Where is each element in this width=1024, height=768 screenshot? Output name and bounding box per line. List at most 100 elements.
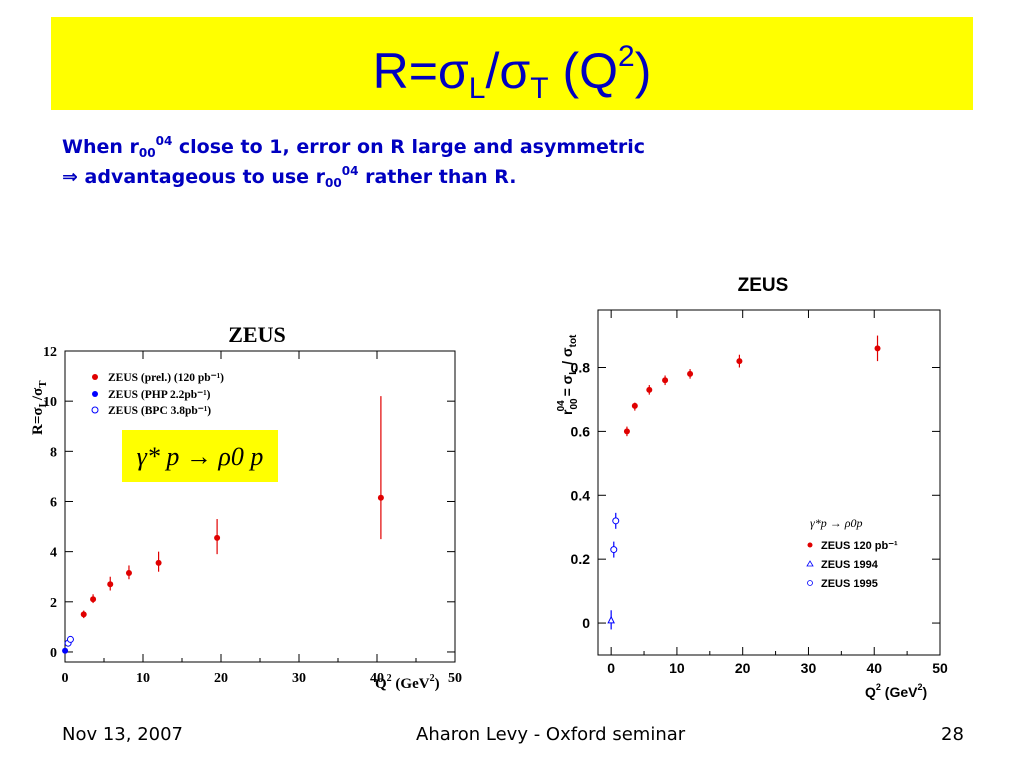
right-plot-frame [597, 309, 941, 656]
left-xlabel-close: ) [435, 676, 440, 692]
left-ytick-label: 6 [50, 495, 57, 510]
right-xtick-label: 50 [932, 660, 948, 676]
right-data-point-open [610, 546, 618, 554]
right-data-point [736, 358, 743, 365]
left-legend-marker-blue [92, 391, 98, 397]
left-chart-title: ZEUS [228, 322, 285, 347]
left-ytick-label: 0 [50, 646, 57, 661]
subtext-line-2: ⇒ advantageous to use r0004 rather than … [62, 159, 517, 195]
left-legend-3: ZEUS (BPC 3.8pb⁻¹) [108, 405, 211, 417]
left-ytick-label: 4 [50, 546, 57, 561]
left-xtick-label: 0 [62, 671, 69, 686]
line1-text-a: When r [62, 136, 139, 158]
right-data-point [646, 386, 653, 393]
left-data-point [214, 534, 221, 541]
right-xlabel-sup2: 2 [917, 682, 922, 692]
left-ylabel-slash: /σ [30, 387, 46, 401]
left-xlabel-q: Q [375, 676, 387, 692]
left-data-point [155, 559, 162, 566]
left-ylabel-r: R=σ [30, 407, 46, 435]
inset-reaction-box [122, 430, 278, 482]
right-xtick-label: 20 [735, 660, 751, 676]
left-xtick-label: 50 [448, 671, 462, 686]
left-ytick-label: 12 [43, 345, 57, 360]
left-xlabel-gev: (GeV [392, 676, 430, 692]
line2-text-a: ⇒ advantageous to use r [62, 166, 326, 188]
right-xtick-label: 0 [607, 660, 615, 676]
left-xtick-label: 30 [292, 671, 306, 686]
left-data-point [90, 596, 97, 603]
right-data-point [687, 370, 694, 377]
right-legend-1: ZEUS 120 pb⁻¹ [821, 540, 898, 552]
right-data-point [662, 377, 669, 384]
title-bar: R=σL/σT (Q2) [51, 17, 973, 110]
right-xtick-label: 10 [669, 660, 685, 676]
right-ytick-label: 0.2 [571, 551, 591, 567]
title-sub-t: T [530, 72, 549, 105]
title-text-mid: /σ [485, 43, 531, 99]
right-ylabel-sub: 00 [569, 398, 580, 410]
right-chart-title: ZEUS [738, 275, 789, 296]
right-x-axis-label: Q2 (GeV2) [865, 682, 927, 700]
right-y-axis-label: r0004 = σL / σtot [556, 334, 580, 415]
right-legend-3: ZEUS 1995 [821, 578, 878, 590]
left-ytick-label: 2 [50, 596, 57, 611]
line1-sub: 00 [138, 146, 156, 160]
line1-sup: 04 [155, 134, 173, 148]
right-data-point [874, 345, 881, 352]
line2-sup: 04 [341, 164, 359, 178]
chart-r0004-vs-q2: ZEUS r0004 = σL / σtot Q2 (GeV2) 0 10 20 30… [556, 275, 948, 700]
right-ylabel-tot: tot [568, 334, 579, 347]
inset-reaction-label: γ* p → ρ0 p [137, 442, 264, 471]
title-sup: 2 [618, 40, 635, 73]
right-xtick-label: 30 [801, 660, 817, 676]
right-ytick-label: 0 [582, 615, 590, 631]
title-sub-l: L [468, 72, 486, 105]
right-ylabel-eq: = σ [559, 374, 575, 400]
right-ylabel-l: L [568, 369, 579, 375]
right-ylabel-r: r [559, 409, 575, 415]
right-ytick-label: 0.6 [571, 423, 591, 439]
left-y-axis-label: R=σL/σT [30, 380, 49, 435]
right-xlabel-close: ) [923, 684, 928, 700]
footer-page-number: 28 [941, 724, 964, 745]
title-text-close: ) [634, 43, 652, 99]
title-text-paren: (Q [562, 43, 619, 99]
left-xtick-label: 10 [136, 671, 150, 686]
left-xlabel-sup2: 2 [430, 673, 435, 684]
right-ytick-label: 0.4 [571, 487, 591, 503]
left-ytick-label: 10 [43, 395, 57, 410]
right-legend-marker-open [807, 580, 813, 586]
left-legend-1: ZEUS (prel.) (120 pb⁻¹) [108, 372, 224, 384]
left-legend-marker-red [92, 374, 98, 380]
left-data-point [62, 647, 69, 654]
title-text-main: R=σ [372, 43, 469, 99]
slide-title: R=σL/σT (Q2) [51, 27, 973, 119]
left-ylabel-t: T [37, 380, 49, 388]
right-xlabel-sup: 2 [876, 682, 881, 692]
left-data-point-open [66, 635, 74, 643]
right-xlabel-gev: (GeV [881, 684, 918, 700]
left-x-axis-label: Q2 (GeV2) [375, 673, 440, 692]
left-plot-frame [64, 350, 456, 663]
left-ylabel-l: L [37, 400, 49, 407]
left-xlabel-sup: 2 [387, 673, 392, 684]
right-legend-title: γ*p → ρ0p [810, 516, 863, 530]
left-data-point [377, 494, 384, 501]
footer-date: Nov 13, 2007 [62, 724, 184, 745]
left-xtick-label: 20 [214, 671, 228, 686]
right-legend-marker-triangle [806, 560, 814, 567]
line1-text-b: close to 1, error on R large and asymmet… [172, 136, 646, 158]
line2-text-b: rather than R. [358, 166, 517, 188]
right-legend-2: ZEUS 1994 [821, 559, 879, 571]
right-ylabel-sup: 04 [556, 400, 567, 412]
left-data-point [107, 581, 114, 588]
right-ytick-label: 0.8 [571, 360, 591, 376]
right-data-point [623, 428, 630, 435]
subtext-line-1: When r0004 close to 1, error on R large … [62, 129, 645, 165]
left-legend-marker-open [91, 406, 99, 414]
left-ytick-label: 8 [50, 445, 57, 460]
right-data-point [631, 402, 638, 409]
chart-r-vs-q2: ZEUS R=σL/σT Q2 (GeV2) 0 10 20 30 40 50024681… [30, 322, 462, 692]
left-legend-2: ZEUS (PHP 2.2pb⁻¹) [108, 389, 211, 401]
